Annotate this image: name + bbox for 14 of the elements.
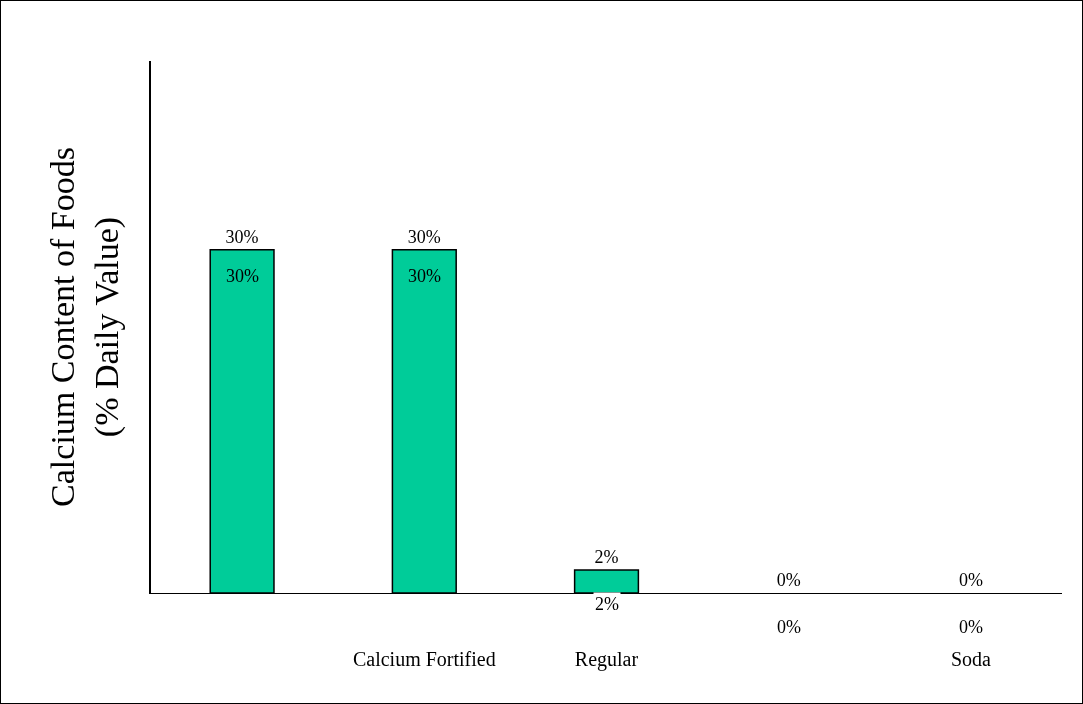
data-label: 30% [408,266,441,286]
text: 30% [225,226,259,247]
data-label: 2% [594,547,619,568]
text: 0% [959,617,983,637]
x-tick-label: Regular [574,648,639,671]
y-axis-title: Calcium Content of Foods (% Daily Value) [44,147,127,507]
data-label: 30% [226,266,259,286]
text: 0% [777,617,801,637]
text: 2% [595,594,619,614]
x-tick-label: Soda [950,648,992,670]
x-tick-label: Calcium Fortified [352,648,496,670]
data-label: 0% [958,570,983,590]
text: 30% [407,226,441,247]
data-label: 0% [776,570,801,590]
